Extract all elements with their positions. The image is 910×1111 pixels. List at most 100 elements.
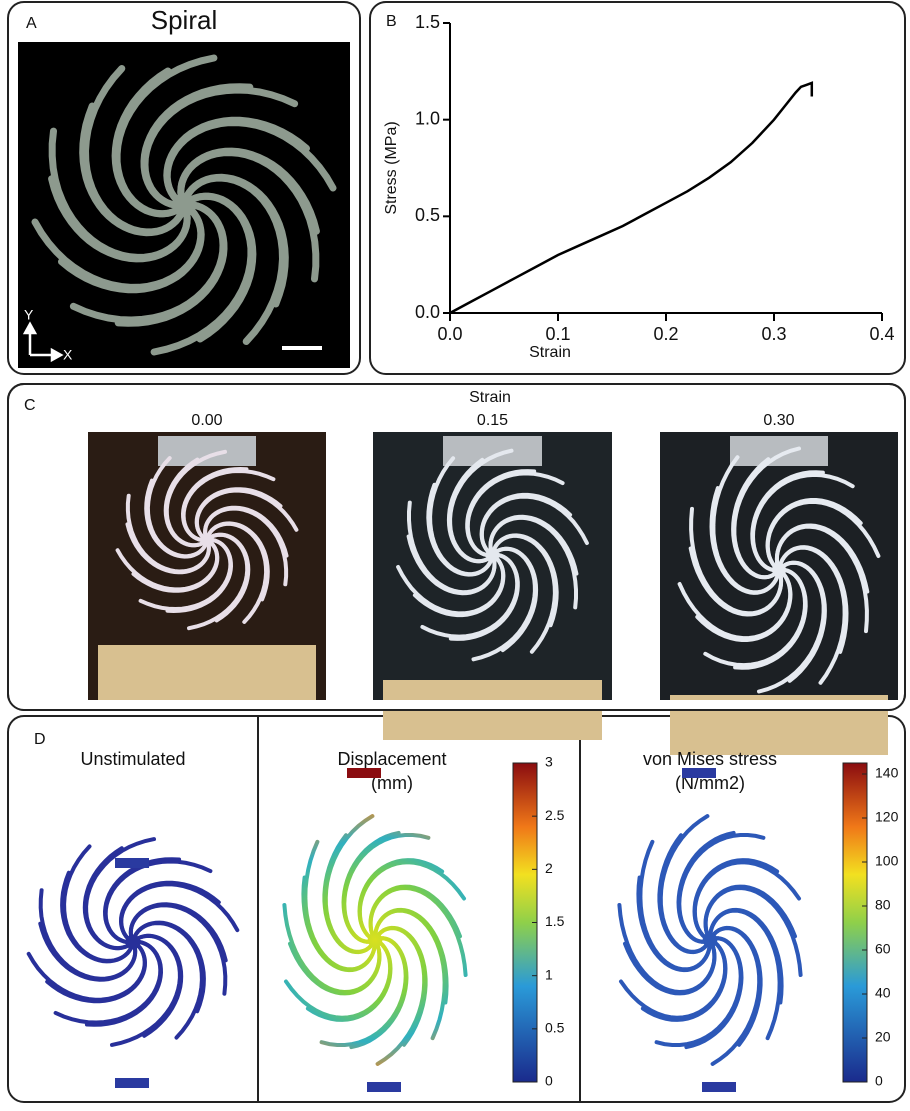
spiral-arm (479, 492, 573, 554)
spiral-arm (446, 457, 490, 564)
spiral-arm (426, 482, 493, 577)
spiral-hub (772, 563, 786, 577)
colorbar-tick-label: 2.5 (545, 807, 565, 823)
colorbar-tick-label: 140 (875, 765, 899, 781)
spiral-arm (82, 846, 130, 951)
colorbar-tick-label: 2 (545, 860, 553, 876)
grip (115, 858, 149, 868)
spiral-arm (183, 173, 289, 308)
spiral-arm (322, 833, 374, 955)
spiral-arm (125, 522, 211, 575)
spiral-arm (84, 837, 156, 951)
spiral-arm (301, 875, 377, 973)
axis-letter: Y (24, 307, 34, 323)
spiral-arm (187, 192, 257, 343)
spiral-arm (140, 83, 254, 209)
spiral-arm (136, 933, 184, 1038)
colorbar-tick-label: 3 (545, 754, 553, 770)
spiral-hub (200, 533, 214, 547)
panel-title: Spiral (151, 5, 217, 35)
view-title: Unstimulated (80, 749, 185, 769)
spiral-arm (778, 545, 849, 654)
panel-label: D (34, 731, 46, 748)
spiral-hub (367, 932, 383, 948)
view-title: von Mises stress (643, 749, 777, 769)
spiral-arm (488, 514, 579, 576)
spiral-arm (110, 933, 182, 1047)
spiral-arm (209, 532, 251, 623)
spiral-arm (163, 116, 310, 204)
spiral-arm (750, 470, 825, 572)
y-tick-label: 1.5 (415, 12, 440, 32)
colorbar-tick-label: 1.5 (545, 913, 565, 929)
colorbar-tick-label: 0 (545, 1073, 553, 1089)
spiral-arm (492, 533, 559, 628)
spiral-arm (709, 486, 780, 595)
strain-label: 0.15 (477, 412, 508, 429)
spiral-arm (373, 907, 449, 1005)
spiral (677, 446, 881, 694)
spiral-arm (131, 541, 220, 593)
spiral (396, 448, 589, 662)
spiral-arm (38, 921, 138, 982)
spiral-arm (144, 478, 208, 559)
spiral-arm (703, 884, 797, 939)
x-tick-label: 0.1 (545, 324, 570, 344)
panel-frame (7, 383, 906, 711)
panel-frame (369, 1, 906, 375)
colorbar-tick-label: 20 (875, 1029, 891, 1045)
spiral-arm (111, 67, 181, 218)
spiral-arm (774, 523, 870, 594)
spiral-arm (349, 936, 409, 1050)
strain-label: 0.30 (763, 412, 794, 429)
colorbar-tick-label: 1 (545, 966, 553, 982)
spiral-arm (118, 880, 221, 941)
spiral-arm (128, 902, 228, 963)
panel-frame (7, 1, 361, 375)
spiral-arm (781, 560, 827, 683)
spiral-arm (114, 201, 228, 327)
y-axis-label: Stress (MPa) (383, 121, 400, 214)
spiral-arm (711, 925, 763, 1047)
spiral-arm (79, 102, 185, 237)
spiral-arm (657, 833, 709, 955)
x-tick-label: 0.2 (653, 324, 678, 344)
spiral-arm (163, 457, 205, 548)
clamp-top (730, 436, 828, 466)
spiral-arm (684, 936, 744, 1050)
spiral-arm (48, 175, 191, 263)
view-title: Displacement (337, 749, 446, 769)
x-tick-label: 0.4 (869, 324, 894, 344)
panel-label: C (24, 397, 36, 414)
colorbar-tick-label: 0.5 (545, 1020, 565, 1036)
spiral-arm (177, 147, 320, 235)
spiral-arm (765, 498, 863, 568)
spiral (282, 814, 468, 1066)
spiral-arm (305, 940, 393, 1022)
axes-icon (22, 321, 64, 363)
grip (682, 768, 716, 778)
spiral (26, 837, 240, 1047)
spiral-arm (623, 941, 717, 996)
spiral-arm (640, 940, 728, 1022)
y-tick-label: 0.0 (415, 302, 440, 322)
grip (367, 1082, 401, 1092)
clamp-top (443, 436, 542, 466)
spiral-arm (636, 875, 712, 973)
colorbar-tick-label: 40 (875, 985, 891, 1001)
colorbar-tick-label: 0 (875, 1073, 883, 1089)
spiral-arm (194, 487, 283, 539)
spiral-arm (733, 568, 808, 670)
spiral-hub (702, 932, 718, 948)
data-line (449, 81, 814, 315)
spiral-hub (125, 934, 141, 950)
clamp-top (158, 436, 256, 466)
spiral-arm (288, 941, 382, 996)
clamp (98, 645, 316, 705)
spiral-arm (165, 538, 234, 614)
spiral-arm (695, 572, 793, 642)
panel-title: Strain (469, 389, 511, 406)
spiral-arm (676, 830, 736, 944)
spiral-arm (708, 907, 784, 1005)
spiral-arm (206, 521, 270, 602)
